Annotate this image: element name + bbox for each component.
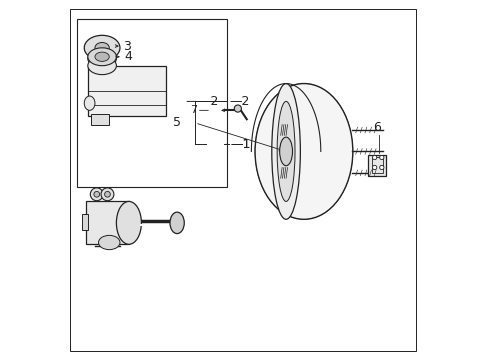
Text: 4: 4 — [124, 50, 132, 63]
Bar — [82, 214, 88, 230]
Ellipse shape — [84, 96, 95, 111]
Ellipse shape — [280, 137, 293, 166]
Text: 3: 3 — [123, 40, 131, 53]
Bar — [88, 66, 167, 116]
Ellipse shape — [88, 57, 117, 75]
Ellipse shape — [380, 156, 384, 159]
Ellipse shape — [277, 102, 295, 202]
Ellipse shape — [170, 212, 184, 234]
Bar — [368, 155, 386, 176]
Ellipse shape — [255, 84, 353, 219]
Ellipse shape — [272, 84, 300, 219]
Ellipse shape — [88, 50, 117, 67]
Text: —1: —1 — [231, 138, 251, 151]
Text: —2: —2 — [229, 95, 249, 108]
Ellipse shape — [234, 105, 242, 112]
Ellipse shape — [104, 192, 110, 197]
Ellipse shape — [372, 165, 377, 170]
Text: —2: —2 — [198, 95, 219, 108]
Ellipse shape — [380, 165, 384, 170]
Bar — [86, 202, 129, 244]
Text: 6: 6 — [373, 121, 381, 134]
Ellipse shape — [98, 235, 120, 249]
Text: 5: 5 — [172, 116, 181, 129]
Ellipse shape — [84, 35, 120, 60]
Ellipse shape — [90, 188, 103, 201]
Ellipse shape — [88, 48, 117, 66]
Ellipse shape — [372, 156, 377, 159]
Ellipse shape — [117, 202, 142, 244]
Text: —1: —1 — [230, 138, 250, 151]
Text: 7: 7 — [190, 105, 197, 115]
Ellipse shape — [94, 192, 99, 197]
Ellipse shape — [95, 42, 109, 53]
Bar — [372, 157, 383, 173]
Ellipse shape — [95, 52, 109, 62]
Ellipse shape — [101, 188, 114, 201]
Bar — [77, 19, 227, 187]
Bar — [92, 114, 109, 125]
